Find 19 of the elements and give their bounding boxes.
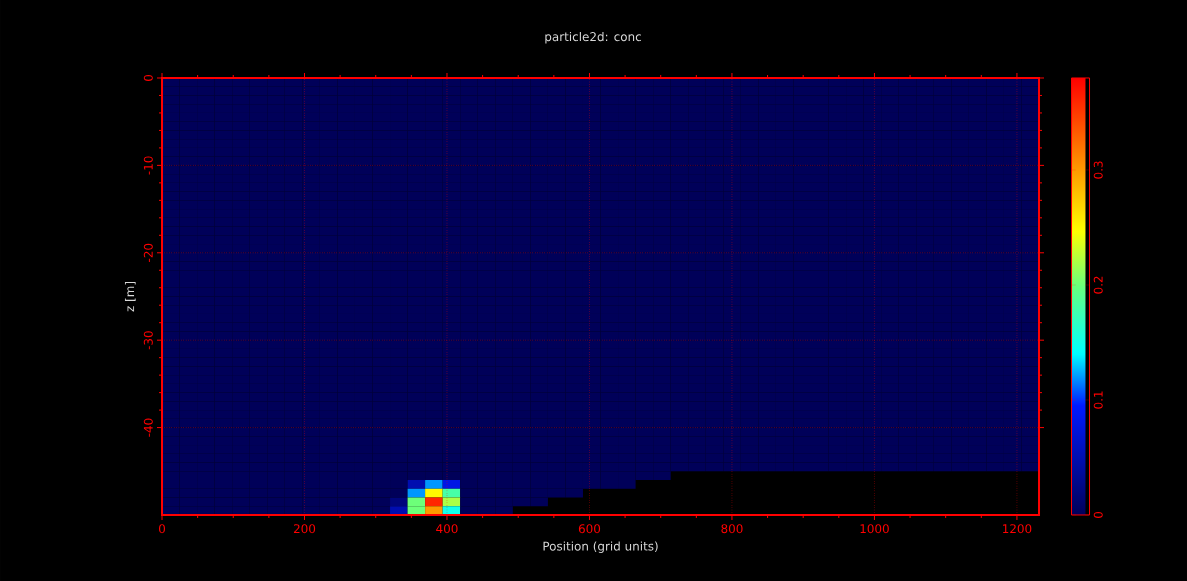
color-bar-label: 0.1 [1093, 391, 1103, 409]
x-axis-title: Position (grid units) [543, 541, 658, 553]
y-tick-label: -30 [143, 331, 153, 350]
y-axis-title: z [m] [124, 282, 136, 312]
color-bar-label: 0.2 [1093, 276, 1103, 294]
y-tick-label: -20 [143, 243, 153, 262]
x-tick-label: 1200 [1003, 524, 1032, 534]
y-tick-label: -10 [143, 156, 153, 175]
x-tick-label: 1000 [860, 524, 889, 534]
color-bar-label: 0.3 [1093, 161, 1103, 179]
y-tick-label: 0 [143, 74, 153, 82]
x-tick-label: 200 [293, 524, 316, 534]
color-bar-label: 0 [1093, 511, 1103, 519]
x-tick-label: 600 [578, 524, 601, 534]
x-tick-label: 800 [721, 524, 743, 534]
chart-title: particle2d: conc [545, 31, 641, 44]
y-tick-label: -40 [143, 418, 153, 437]
x-tick-label: 0 [158, 524, 166, 534]
x-tick-label: 400 [436, 524, 458, 534]
